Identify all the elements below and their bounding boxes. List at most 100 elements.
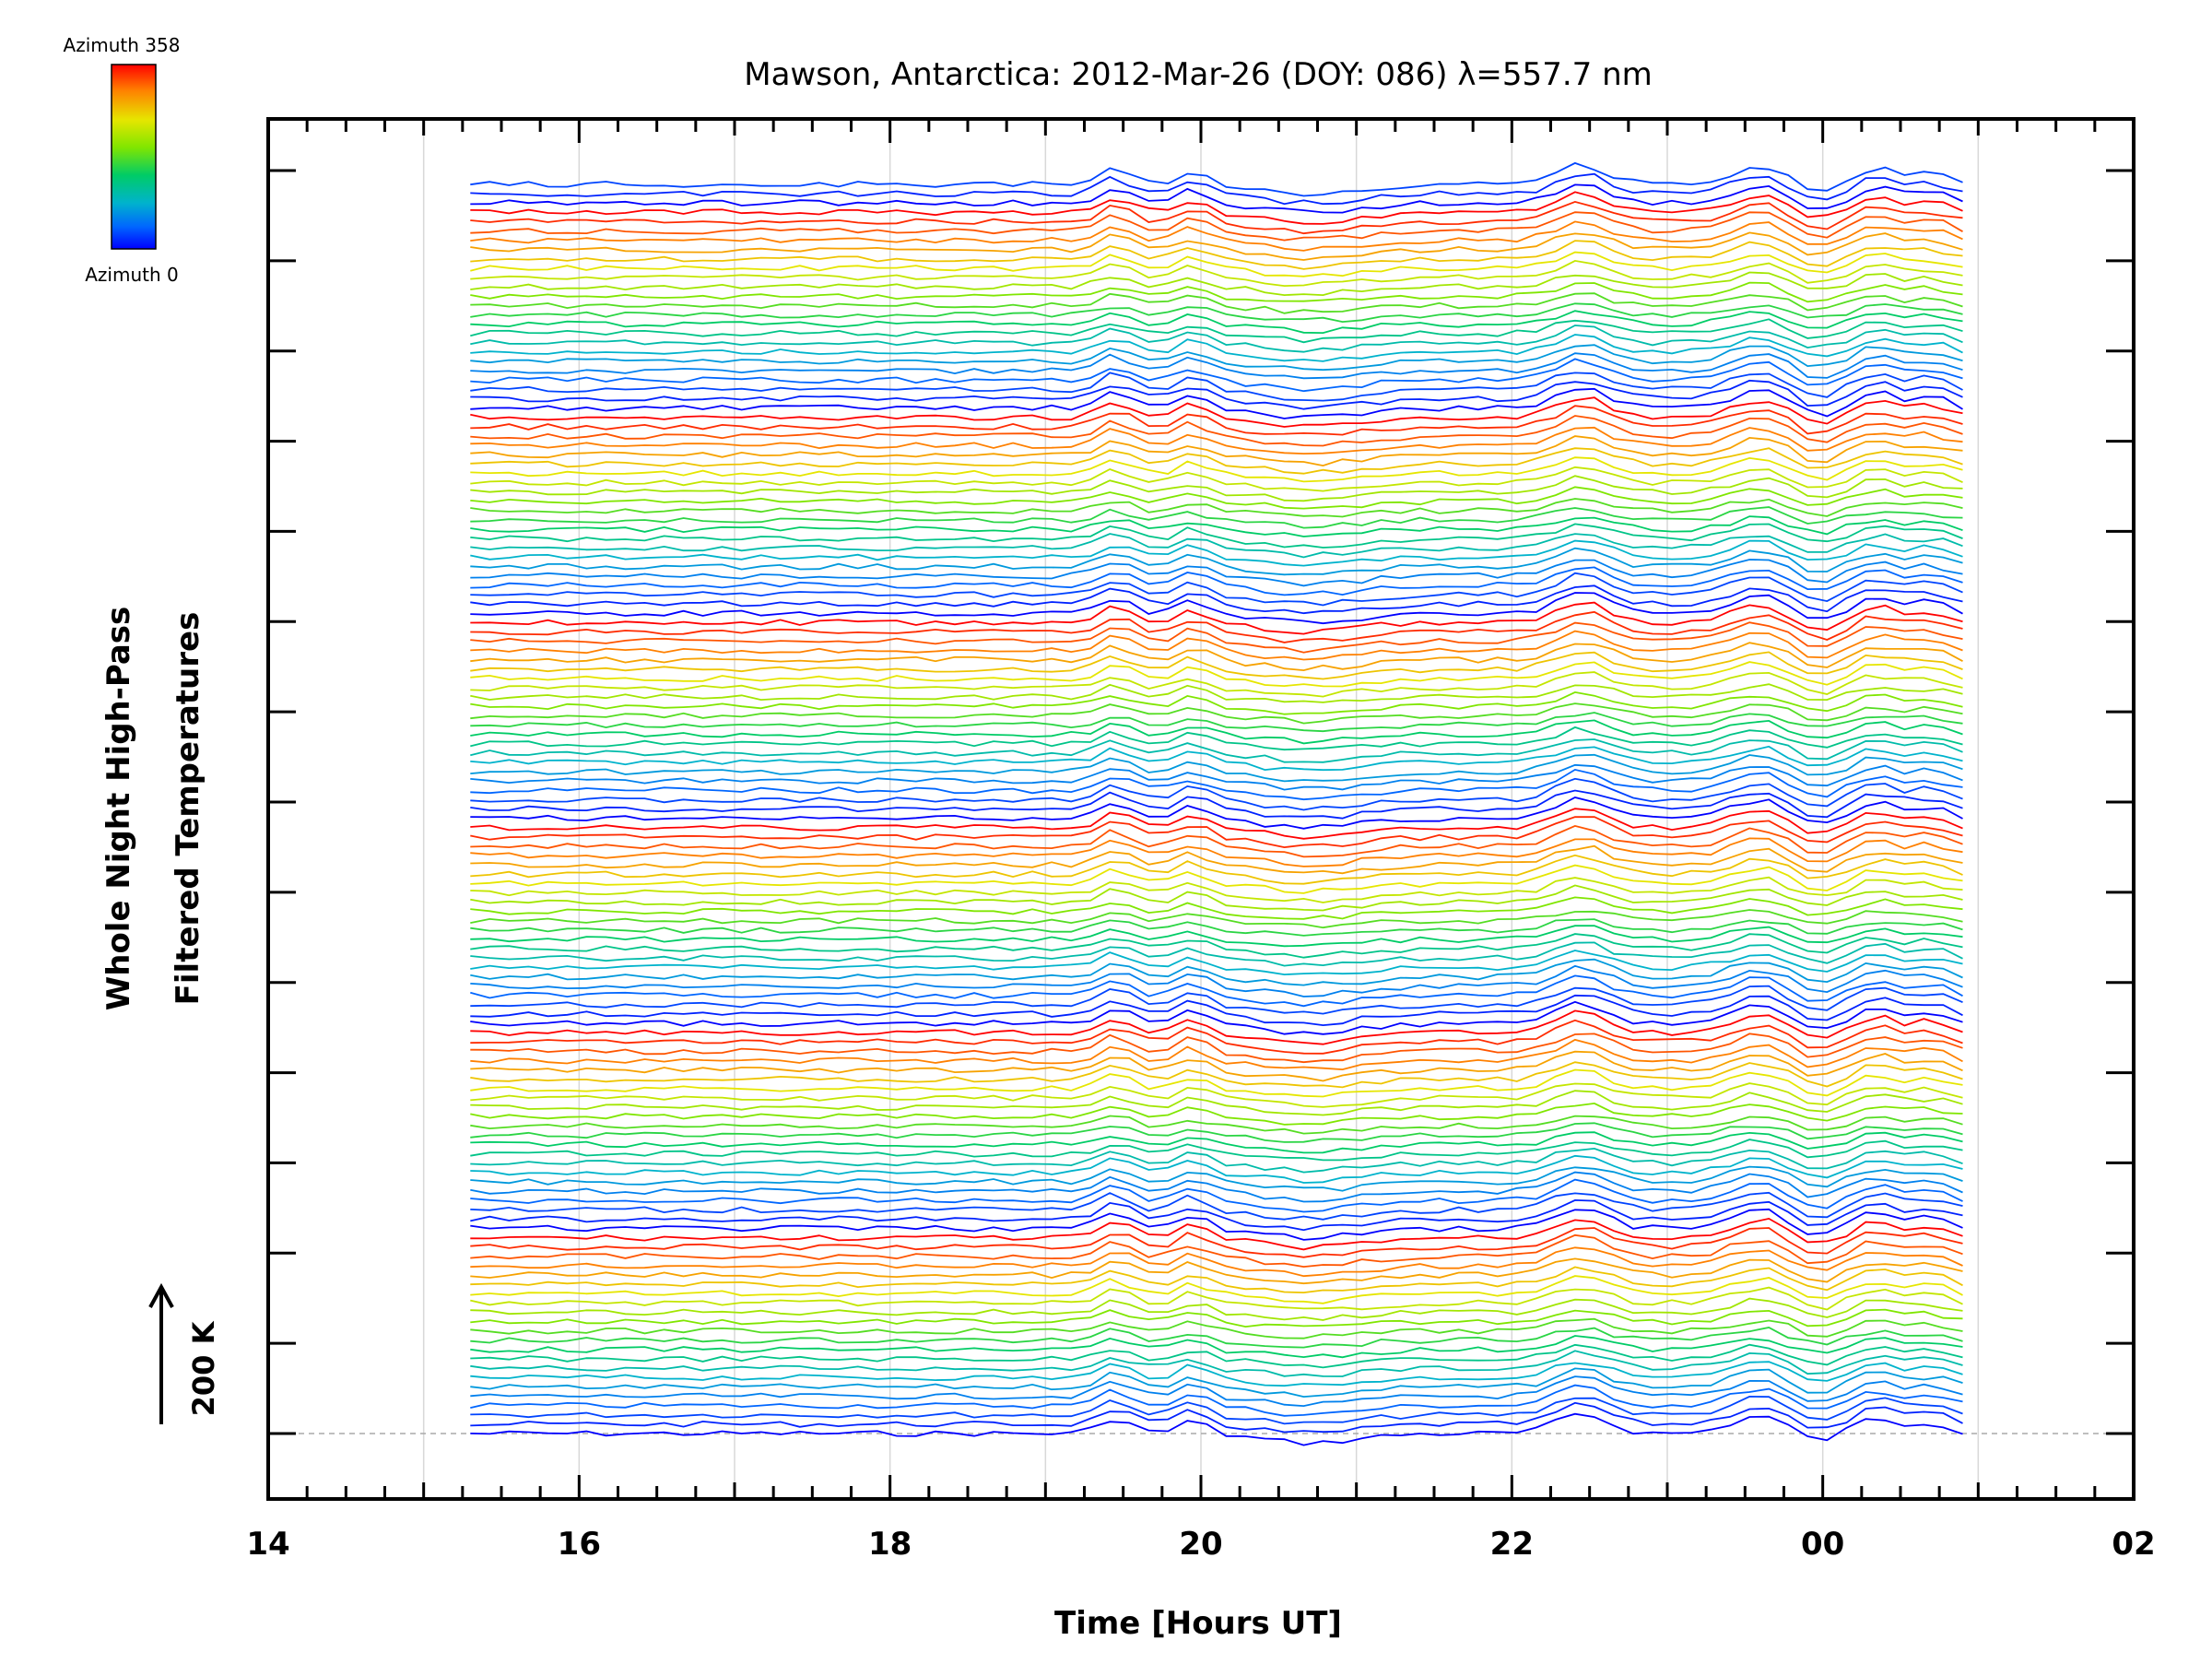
series-line [470, 1412, 1963, 1446]
series-line [470, 1233, 1963, 1269]
series-line [470, 547, 1963, 576]
series-line [470, 896, 1963, 920]
series-line [470, 302, 1963, 324]
series-line [470, 539, 1963, 567]
series-line [470, 1401, 1963, 1434]
series-line [470, 985, 1963, 1015]
series-line [470, 974, 1963, 1008]
series-line [470, 763, 1963, 791]
series-line [470, 292, 1963, 314]
series-line [470, 816, 1963, 849]
series-line [470, 515, 1963, 537]
series-line [470, 200, 1963, 235]
series-line [470, 344, 1963, 372]
series-line [470, 1266, 1963, 1294]
x-axis-label: Time [Hours UT] [1054, 1605, 1342, 1642]
series-line [470, 572, 1963, 607]
series-line [470, 1147, 1963, 1174]
series-line [470, 396, 1963, 428]
series-line [470, 1038, 1963, 1071]
x-tick-label: 22 [1490, 1526, 1534, 1563]
series-line [470, 498, 1963, 518]
series-line [470, 1297, 1963, 1321]
series-line [470, 405, 1963, 436]
series-line [470, 1171, 1963, 1203]
series-line [470, 712, 1963, 733]
series-line [470, 876, 1963, 903]
y-axis-label-line2: Filtered Temperatures [170, 612, 206, 1006]
series-line [470, 1102, 1963, 1126]
series-line [470, 933, 1963, 959]
series-line [470, 584, 1963, 615]
series-line [470, 1154, 1963, 1184]
x-tick-label: 02 [2112, 1526, 2155, 1563]
series-line [470, 372, 1963, 402]
series-line [470, 1327, 1963, 1349]
x-tick-label: 14 [246, 1526, 289, 1563]
series-line [470, 630, 1963, 661]
series-line [470, 533, 1963, 559]
series-line [470, 909, 1963, 929]
series-line [470, 1361, 1963, 1387]
series-line [470, 941, 1963, 967]
series-line [470, 318, 1963, 344]
series-line [470, 824, 1963, 858]
series-line [470, 1257, 1963, 1285]
series-line [470, 1131, 1963, 1154]
series-line [470, 1033, 1963, 1064]
series-line [470, 1217, 1963, 1251]
series-line [470, 610, 1963, 643]
series-line [470, 1367, 1963, 1398]
scale-bar-label: 200 K [186, 1320, 221, 1416]
x-tick-label: 20 [1179, 1526, 1222, 1563]
x-tick-label: 00 [1801, 1526, 1844, 1563]
series-line [470, 1165, 1963, 1192]
series-line [470, 651, 1963, 680]
series-line [470, 1375, 1963, 1408]
series-line [470, 486, 1963, 510]
series-line [470, 1139, 1963, 1162]
series-line [470, 475, 1963, 502]
series-line [470, 854, 1963, 885]
series-line [470, 352, 1963, 380]
series-line [470, 1343, 1963, 1369]
series-line [470, 240, 1963, 270]
series-line [470, 1090, 1963, 1116]
series-line [470, 358, 1963, 393]
series-line [470, 642, 1963, 672]
series-line [470, 726, 1963, 751]
series-line [470, 1000, 1963, 1035]
series-line [470, 918, 1963, 937]
series-line [470, 387, 1963, 419]
series-line [470, 334, 1963, 362]
series-line [470, 1178, 1963, 1213]
series-line [470, 1068, 1963, 1098]
scale-bar: 200 K [148, 1282, 221, 1424]
series-line [470, 719, 1963, 745]
series-line [470, 1227, 1963, 1258]
series-line [470, 1275, 1963, 1304]
series-line [470, 1350, 1963, 1377]
series-line [470, 1395, 1963, 1425]
tick-layer [266, 119, 2136, 1499]
series-line [470, 271, 1963, 297]
y-axis-label-line1: Whole Night High-Pass [100, 607, 137, 1011]
x-tick-label: 18 [868, 1526, 912, 1563]
series-line [470, 415, 1963, 447]
series-line [470, 1122, 1963, 1143]
series-line [470, 435, 1963, 467]
series-line [470, 671, 1963, 698]
series-line [470, 183, 1963, 214]
series-line [470, 994, 1963, 1027]
series-line [470, 1009, 1963, 1045]
series-line [470, 259, 1963, 288]
colorbar-top-label: Azimuth 358 [64, 34, 181, 56]
chart-title: Mawson, Antarctica: 2012-Mar-26 (DOY: 08… [744, 56, 1653, 93]
series-line [470, 925, 1963, 948]
series-line [470, 1335, 1963, 1359]
series-line [470, 1115, 1963, 1135]
series-line [470, 1198, 1963, 1232]
series-line [470, 844, 1963, 875]
series-line [470, 621, 1963, 654]
